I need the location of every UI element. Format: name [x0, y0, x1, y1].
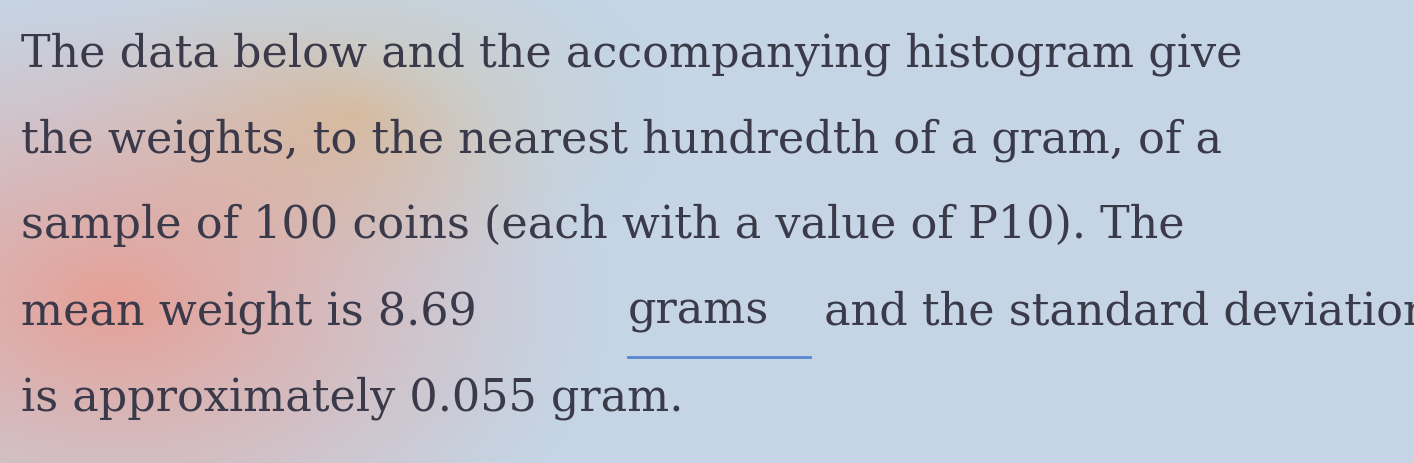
Text: sample of 100 coins (each with a value of P10). The: sample of 100 coins (each with a value o… [21, 204, 1185, 247]
Text: and the standard deviation s: and the standard deviation s [810, 289, 1414, 332]
Text: grams: grams [628, 289, 769, 332]
Text: is approximately 0.055 gram.: is approximately 0.055 gram. [21, 375, 683, 419]
Text: mean weight is 8.69: mean weight is 8.69 [21, 289, 491, 333]
Text: the weights, to the nearest hundredth of a gram, of a: the weights, to the nearest hundredth of… [21, 118, 1222, 162]
Text: The data below and the accompanying histogram give: The data below and the accompanying hist… [21, 32, 1243, 76]
